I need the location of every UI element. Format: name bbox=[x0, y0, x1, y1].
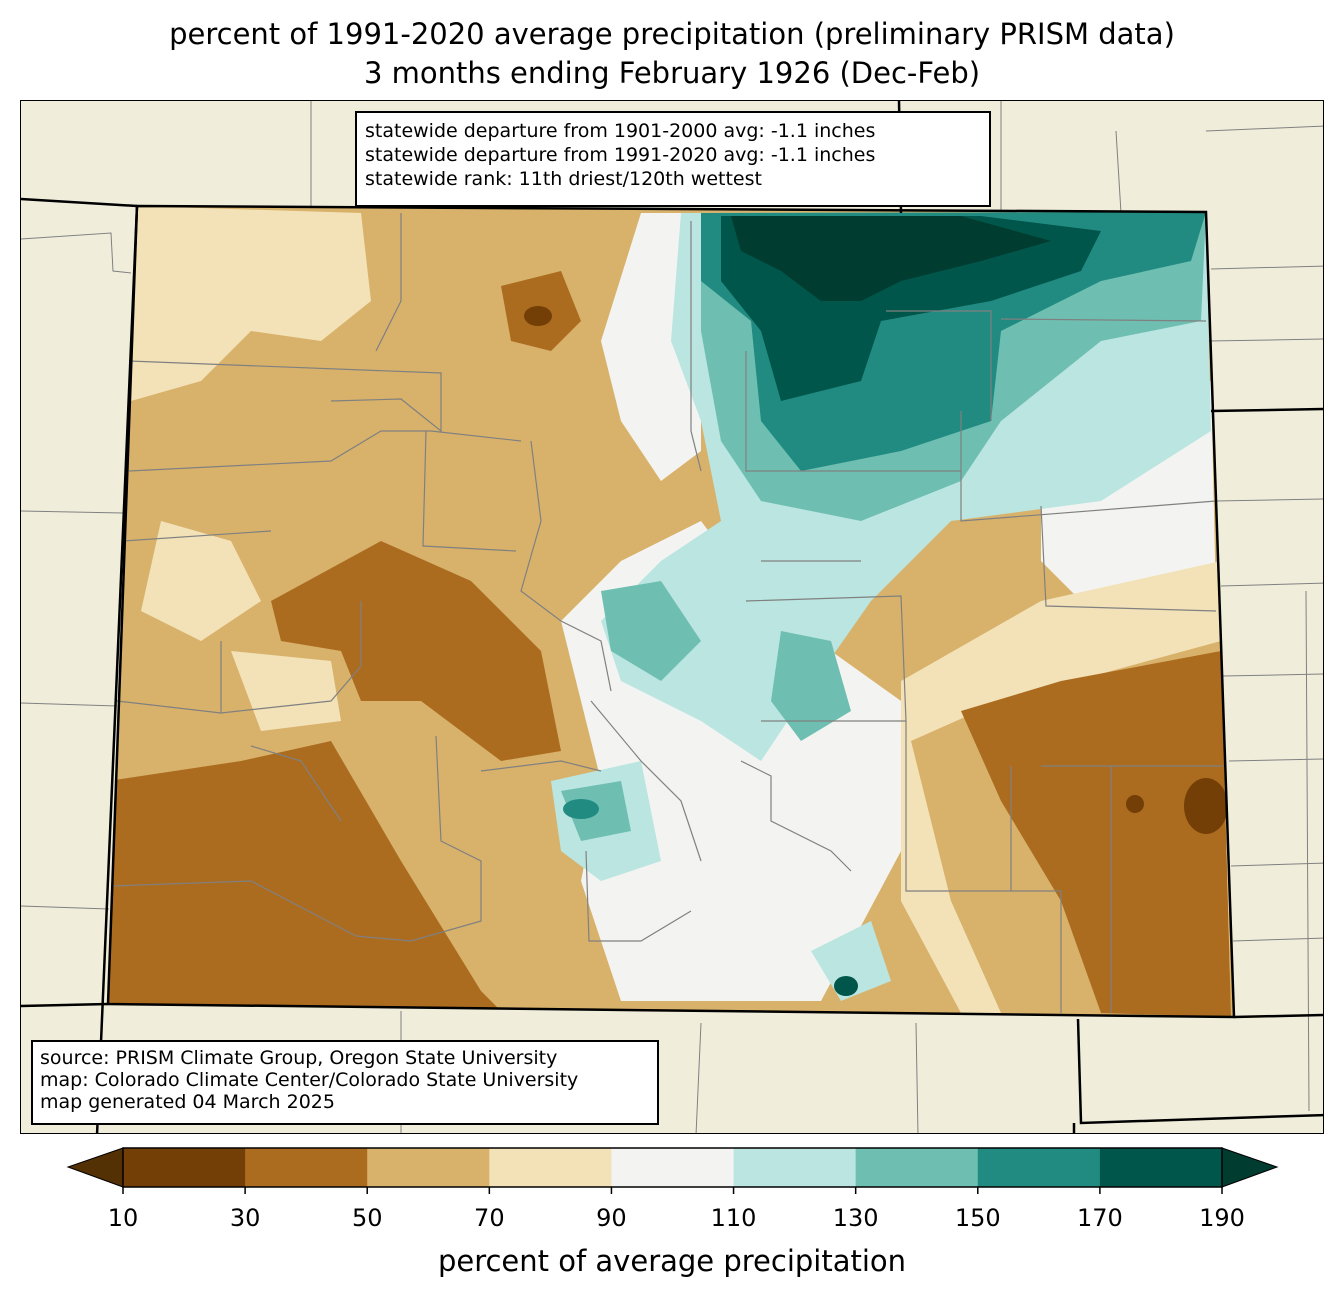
neighbor-county-lines bbox=[21, 101, 1323, 1133]
colorbar-tick-label: 150 bbox=[954, 1204, 1001, 1232]
region-light-tan bbox=[131, 206, 371, 401]
precipitation-map bbox=[20, 100, 1324, 1134]
map-title-line2: 3 months ending February 1926 (Dec-Feb) bbox=[363, 56, 981, 90]
county-lines bbox=[110, 213, 1223, 1013]
colorbar-bin bbox=[977, 1148, 1101, 1187]
region-brown bbox=[271, 541, 561, 761]
colorbar-bin bbox=[367, 1148, 490, 1187]
colorbar-tick-label: 190 bbox=[1199, 1204, 1245, 1232]
colorbar-tick-label: 70 bbox=[474, 1204, 505, 1232]
colorbar-outline bbox=[122, 1147, 1223, 1188]
colorbar-tick-label: 10 bbox=[107, 1204, 139, 1232]
region-dark-brown bbox=[1126, 795, 1144, 813]
region-brown bbox=[108, 741, 501, 1011]
colorbar-tick-label: 130 bbox=[832, 1204, 879, 1232]
source-line: source: PRISM Climate Group, Oregon Stat… bbox=[40, 1047, 558, 1069]
map-credit-line: map: Colorado Climate Center/Colorado St… bbox=[40, 1069, 579, 1091]
stats-rank: statewide rank: 11th driest/120th wettes… bbox=[365, 168, 762, 190]
region-dark-brown bbox=[1184, 778, 1228, 834]
colorbar-under-arrow bbox=[66, 1147, 124, 1188]
region-light-tan bbox=[231, 651, 341, 731]
colorbar-bin bbox=[489, 1148, 612, 1187]
colorbar bbox=[66, 1147, 1279, 1194]
colorbar-label: percent of average precipitation bbox=[437, 1244, 907, 1278]
region-medium-teal bbox=[771, 631, 851, 741]
colorbar-over-arrow bbox=[1221, 1147, 1279, 1188]
statewide-stats-box: statewide departure from 1901-2000 avg: … bbox=[355, 111, 991, 207]
colorbar-tick-label: 30 bbox=[229, 1204, 261, 1232]
region-darkest-teal bbox=[731, 216, 1051, 301]
precip-field bbox=[108, 206, 1234, 1017]
colorbar-tick-label: 50 bbox=[351, 1204, 383, 1232]
colorbar-bin bbox=[855, 1148, 979, 1187]
region-dark-teal bbox=[834, 976, 858, 996]
map-title-line1: percent of 1991-2020 average precipitati… bbox=[169, 17, 1175, 51]
colorbar-tick-label: 110 bbox=[710, 1204, 757, 1232]
colorbar-bin bbox=[611, 1148, 735, 1187]
colorbar-tick-label: 170 bbox=[1076, 1204, 1123, 1232]
colorbar-tick-label: 90 bbox=[596, 1204, 627, 1232]
colorbar-bin bbox=[1099, 1148, 1223, 1187]
region-light-teal bbox=[811, 921, 891, 1001]
stats-departure-1901-2000: statewide departure from 1901-2000 avg: … bbox=[365, 120, 876, 142]
state-boundaries bbox=[21, 101, 1323, 1133]
region-light-tan bbox=[141, 521, 261, 641]
region-dark-brown bbox=[524, 306, 552, 326]
colorbar-bin bbox=[733, 1148, 857, 1187]
source-box: source: PRISM Climate Group, Oregon Stat… bbox=[31, 1040, 659, 1125]
region-medium-teal bbox=[601, 581, 701, 681]
region-brown bbox=[961, 651, 1231, 1017]
stats-departure-1991-2020: statewide departure from 1991-2020 avg: … bbox=[365, 144, 876, 166]
colorbar-bin bbox=[245, 1148, 368, 1187]
colorbar-bin bbox=[123, 1148, 246, 1187]
region-dark-teal bbox=[563, 799, 599, 819]
generated-date-line: map generated 04 March 2025 bbox=[40, 1091, 335, 1113]
